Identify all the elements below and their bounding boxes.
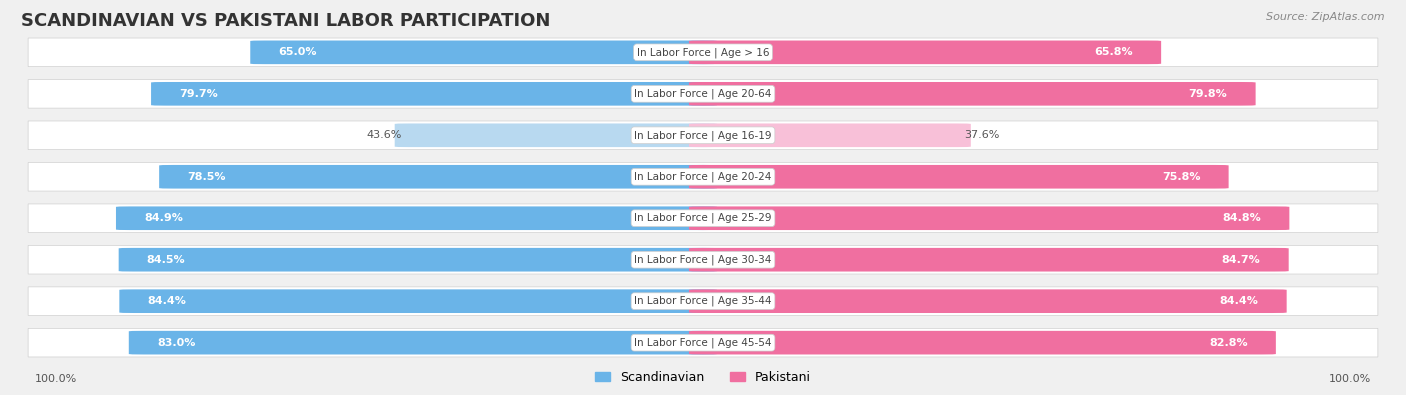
FancyBboxPatch shape: [689, 41, 1161, 64]
FancyBboxPatch shape: [250, 41, 717, 64]
Text: In Labor Force | Age 16-19: In Labor Force | Age 16-19: [634, 130, 772, 141]
Legend: Scandinavian, Pakistani: Scandinavian, Pakistani: [591, 366, 815, 389]
Text: 84.8%: 84.8%: [1222, 213, 1261, 223]
FancyBboxPatch shape: [28, 328, 1378, 357]
FancyBboxPatch shape: [689, 331, 1275, 354]
Text: 43.6%: 43.6%: [367, 130, 402, 140]
Text: 84.9%: 84.9%: [143, 213, 183, 223]
Text: 79.7%: 79.7%: [179, 89, 218, 99]
FancyBboxPatch shape: [689, 207, 1289, 230]
Text: 75.8%: 75.8%: [1161, 172, 1201, 182]
Text: 37.6%: 37.6%: [963, 130, 1000, 140]
Text: SCANDINAVIAN VS PAKISTANI LABOR PARTICIPATION: SCANDINAVIAN VS PAKISTANI LABOR PARTICIP…: [21, 12, 551, 30]
Text: 84.7%: 84.7%: [1222, 255, 1261, 265]
FancyBboxPatch shape: [28, 204, 1378, 233]
FancyBboxPatch shape: [28, 38, 1378, 67]
Text: 83.0%: 83.0%: [157, 338, 195, 348]
FancyBboxPatch shape: [118, 248, 717, 271]
Text: In Labor Force | Age 35-44: In Labor Force | Age 35-44: [634, 296, 772, 307]
Text: In Labor Force | Age 25-29: In Labor Force | Age 25-29: [634, 213, 772, 224]
FancyBboxPatch shape: [689, 82, 1256, 105]
Text: 100.0%: 100.0%: [35, 374, 77, 384]
Text: Source: ZipAtlas.com: Source: ZipAtlas.com: [1267, 12, 1385, 22]
FancyBboxPatch shape: [129, 331, 717, 354]
Text: 84.5%: 84.5%: [146, 255, 186, 265]
FancyBboxPatch shape: [28, 121, 1378, 150]
FancyBboxPatch shape: [689, 124, 970, 147]
FancyBboxPatch shape: [28, 162, 1378, 191]
FancyBboxPatch shape: [689, 248, 1289, 271]
FancyBboxPatch shape: [115, 207, 717, 230]
FancyBboxPatch shape: [689, 290, 1286, 313]
Text: In Labor Force | Age > 16: In Labor Force | Age > 16: [637, 47, 769, 58]
Text: 82.8%: 82.8%: [1209, 338, 1247, 348]
FancyBboxPatch shape: [120, 290, 717, 313]
Text: In Labor Force | Age 30-34: In Labor Force | Age 30-34: [634, 254, 772, 265]
FancyBboxPatch shape: [159, 165, 717, 188]
Text: In Labor Force | Age 20-24: In Labor Force | Age 20-24: [634, 171, 772, 182]
FancyBboxPatch shape: [150, 82, 717, 105]
Text: 84.4%: 84.4%: [1219, 296, 1258, 306]
FancyBboxPatch shape: [689, 165, 1229, 188]
Text: 78.5%: 78.5%: [187, 172, 226, 182]
Text: In Labor Force | Age 45-54: In Labor Force | Age 45-54: [634, 337, 772, 348]
Text: 84.4%: 84.4%: [148, 296, 187, 306]
FancyBboxPatch shape: [28, 287, 1378, 316]
Text: 65.0%: 65.0%: [278, 47, 316, 57]
FancyBboxPatch shape: [28, 245, 1378, 274]
Text: 100.0%: 100.0%: [1329, 374, 1371, 384]
Text: 79.8%: 79.8%: [1188, 89, 1227, 99]
Text: In Labor Force | Age 20-64: In Labor Force | Age 20-64: [634, 88, 772, 99]
FancyBboxPatch shape: [395, 124, 717, 147]
Text: 65.8%: 65.8%: [1094, 47, 1133, 57]
FancyBboxPatch shape: [28, 79, 1378, 108]
